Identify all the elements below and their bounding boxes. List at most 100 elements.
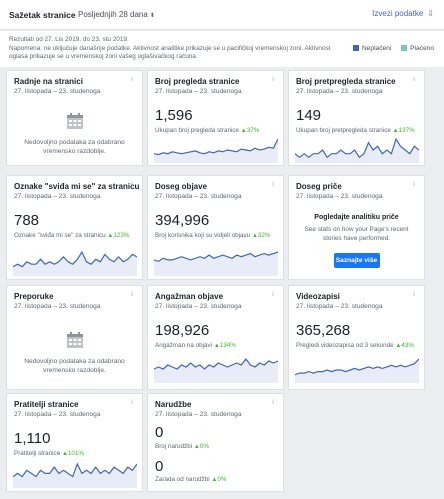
info-icon[interactable]: i: [272, 400, 274, 406]
export-label: Izvezi podatke: [372, 9, 424, 18]
card-videos[interactable]: Videozapisi i 27. listopada – 23. studen…: [288, 285, 425, 390]
card-title: Broj pretpregleda stranice: [296, 77, 396, 86]
card-page-followers[interactable]: Pratitelji stranice i 27. listopada – 23…: [6, 393, 143, 492]
metric-subtitle: Pregledi videozapisa od 3 sekunde ▲43%: [296, 342, 414, 349]
info-icon[interactable]: i: [131, 77, 133, 83]
card-date-range: 27. listopada – 23. studenoga: [296, 88, 383, 95]
sparkline: [295, 137, 419, 163]
trend-percent: 32%: [257, 232, 271, 239]
sparkline-line: [295, 137, 419, 159]
trend-percent: 0%: [217, 476, 227, 483]
metric-subtitle: Pratitelji stranice ▲101%: [14, 450, 85, 457]
info-icon[interactable]: i: [413, 77, 415, 83]
results-range-line: Rezultati od 27. Lis 2019. do 23. stu 20…: [9, 36, 129, 43]
metric-subtitle: Angažman na objavi ▲134%: [155, 342, 236, 349]
card-recommendations[interactable]: Preporuke i 27. listopada – 23. studenog…: [6, 285, 143, 390]
card-title: Doseg objave: [155, 182, 208, 191]
trend-percent: 123%: [113, 232, 130, 239]
card-title: Narudžbe: [155, 400, 192, 409]
metric-value: 394,996: [155, 212, 210, 229]
learn-more-button[interactable]: Saznajte više: [333, 253, 380, 268]
trend-percent: 0%: [199, 443, 209, 450]
card-page-views[interactable]: Broj pregleda stranice i 27. listopada –…: [147, 70, 284, 166]
legend-unpaid-swatch: [352, 45, 359, 51]
calendar-icon: [66, 113, 83, 129]
card-date-range: 27. listopada – 23. studenoga: [155, 193, 242, 200]
results-note-bar: Rezultati od 27. Lis 2019. do 23. stu 20…: [0, 31, 444, 67]
card-date-range: 27. listopada – 23. studenoga: [155, 88, 242, 95]
trend-up-icon: ▲: [240, 128, 247, 134]
sparkline: [154, 138, 278, 163]
orders-revenue-value: 0: [155, 458, 164, 475]
story-insights-heading: Pogledajte analitiku priče: [314, 214, 399, 221]
metric-value: 149: [296, 107, 322, 124]
orders-revenue-subtitle: Zarada od narudžbi ▲0%: [155, 476, 227, 483]
card-title: Preporuke: [14, 292, 54, 301]
card-title: Broj pregleda stranice: [155, 77, 240, 86]
legend-paid: Plaćeno: [401, 45, 434, 52]
metric-subtitle: Ukupan broj pretpregleda stranice ▲137%: [296, 127, 415, 134]
sparkline-line: [295, 358, 419, 376]
card-date-range: 27. listopada – 23. studenoga: [296, 193, 383, 200]
card-date-range: 27. listopada – 23. studenoga: [155, 303, 242, 310]
metric-value: 788: [14, 212, 40, 229]
trend-up-icon: ▲: [193, 444, 200, 450]
orders-count-subtitle: Broj narudžbi ▲0%: [155, 443, 209, 450]
empty-message: Nedovoljno podataka za odabrano vremensk…: [24, 358, 125, 374]
calendar-icon: [66, 332, 83, 348]
info-icon[interactable]: i: [413, 292, 415, 298]
info-icon[interactable]: i: [272, 182, 274, 188]
metric-subtitle: Ukupan broj pregleda stranice ▲37%: [155, 127, 260, 134]
card-title: Doseg priče: [296, 182, 342, 191]
sparkline-line: [154, 358, 278, 370]
trend-up-icon: ▲: [211, 477, 218, 483]
export-data-link[interactable]: Izvezi podatke ⇩: [372, 9, 434, 18]
card-post-reach[interactable]: Doseg objave i 27. listopada – 23. stude…: [147, 175, 284, 280]
date-range-selector[interactable]: Posljednjih 28 dana ⬍: [78, 10, 155, 19]
card-page-actions[interactable]: Radnje na stranici i 27. listopada – 23.…: [6, 70, 143, 166]
trend-up-icon: ▲: [251, 233, 258, 239]
card-date-range: 27. listopada – 23. studenoga: [155, 411, 242, 418]
info-icon[interactable]: i: [272, 292, 274, 298]
card-title: Videozapisi: [296, 292, 340, 301]
info-icon[interactable]: i: [131, 292, 133, 298]
legend-unpaid: Neplaćeni: [352, 45, 391, 52]
trend-up-icon: ▲: [395, 343, 402, 349]
card-date-range: 27. listopada – 23. studenoga: [14, 193, 101, 200]
sparkline-area: [154, 139, 278, 163]
legend: Neplaćeni Plaćeno: [345, 45, 434, 52]
card-orders[interactable]: Narudžbe i 27. listopada – 23. studenoga…: [147, 393, 284, 492]
info-icon[interactable]: i: [272, 77, 274, 83]
sparkline: [13, 250, 137, 276]
card-page-previews[interactable]: Broj pretpregleda stranice i 27. listopa…: [288, 70, 425, 166]
trend-up-icon: ▲: [392, 128, 399, 134]
metric-value: 1,110: [14, 430, 51, 447]
card-title: Angažman objave: [155, 292, 224, 301]
info-icon[interactable]: i: [131, 182, 133, 188]
timezone-note: Napomena: ne uključuje današnje podatke.…: [9, 44, 331, 61]
sparkline: [13, 462, 137, 488]
card-title: Pratitelji stranice: [14, 400, 79, 409]
info-icon[interactable]: i: [413, 182, 415, 188]
sparkline-line: [154, 251, 278, 263]
trend-percent: 37%: [246, 127, 260, 134]
metric-value: 1,596: [155, 107, 193, 124]
card-story-reach[interactable]: Doseg priče i 27. listopada – 23. studen…: [288, 175, 425, 280]
card-page-likes[interactable]: Oznake "sviđa mi se" za stranicu i 27. l…: [6, 175, 143, 280]
card-date-range: 27. listopada – 23. studenoga: [14, 303, 101, 310]
summary-header: Sažetak stranice Posljednjih 28 dana ⬍ Iz…: [0, 0, 444, 30]
card-title: Radnje na stranici: [14, 77, 83, 86]
results-note: Rezultati od 27. Lis 2019. do 23. stu 20…: [9, 36, 335, 62]
trend-percent: 134%: [219, 342, 236, 349]
card-date-range: 27. listopada – 23. studenoga: [14, 411, 101, 418]
sparkline-line: [13, 250, 137, 268]
trend-up-icon: ▲: [61, 451, 68, 457]
card-post-engagement[interactable]: Angažman objave i 27. listopada – 23. st…: [147, 285, 284, 390]
info-icon[interactable]: i: [131, 400, 133, 406]
sparkline-line: [154, 138, 278, 156]
date-range-label: Posljednjih 28 dana: [78, 10, 148, 19]
sparkline-area: [13, 464, 137, 488]
download-icon: ⇩: [427, 9, 434, 18]
trend-percent: 101%: [67, 450, 85, 457]
